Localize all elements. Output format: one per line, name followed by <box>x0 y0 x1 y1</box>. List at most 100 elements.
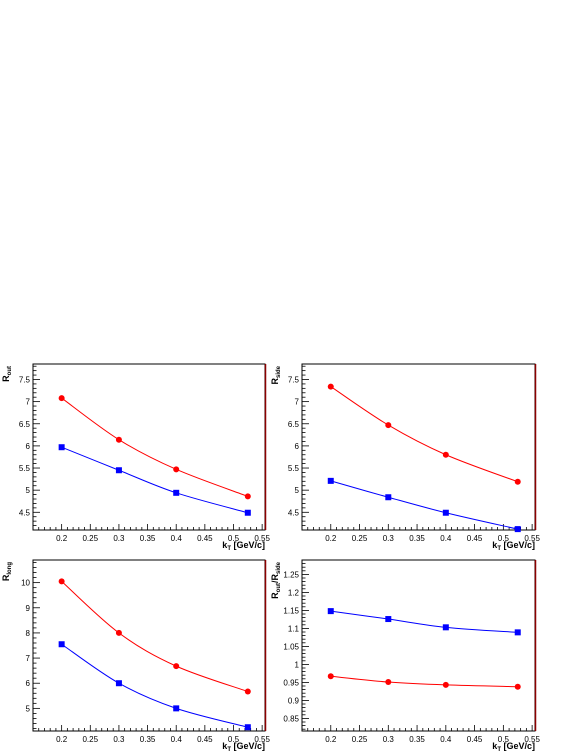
y-tick-label: 0.85 <box>283 714 299 723</box>
series-line <box>330 480 518 530</box>
x-tick-label: 0.35 <box>140 735 156 744</box>
data-point-circle <box>115 436 122 443</box>
series-line <box>61 446 248 514</box>
data-point-square <box>385 494 392 501</box>
x-axis-title: kT [GeV/c] <box>222 540 265 552</box>
data-point-square <box>385 616 392 623</box>
panel-bottom-right: 0.2 0.25 0.3 0.35 0.4 0.45 0.5 0.55 0.85 0.9 0.95 1… <box>270 559 540 752</box>
x-tick-label: 0.55 <box>254 735 270 744</box>
data-point-square <box>442 624 449 631</box>
y-tick-label: 5 <box>26 486 31 495</box>
series-line <box>330 675 518 688</box>
panel-bottom-left: 0.2 0.25 0.3 0.35 0.4 0.45 0.5 0.55 5 6 7 8 9 10 kT [G… <box>1 559 270 752</box>
x-axis-title: kT [GeV/c] <box>222 741 265 752</box>
x-axis-title: kT [GeV/c] <box>492 741 535 752</box>
y-tick-label: 9 <box>26 604 31 613</box>
x-tick-label: 0.4 <box>440 534 452 543</box>
y-tick-label: 8 <box>26 629 31 638</box>
data-point-square <box>327 477 334 484</box>
y-tick-label: 1.25 <box>283 570 299 579</box>
data-point-square <box>115 467 122 474</box>
data-point-circle <box>385 422 392 429</box>
data-point-square <box>173 489 180 496</box>
data-point-square <box>514 526 521 533</box>
x-tick-label: 0.55 <box>524 534 540 543</box>
y-axis-title: Rout/Rside <box>270 561 282 598</box>
data-point-circle <box>115 629 122 636</box>
x-tick-label: 0.2 <box>56 735 68 744</box>
x-tick-label: 0.5 <box>228 735 240 744</box>
y-tick-label: 0.95 <box>283 678 299 687</box>
data-point-circle <box>173 466 180 473</box>
data-point-circle <box>514 683 521 690</box>
x-tick-label: 0.2 <box>56 534 68 543</box>
data-point-circle <box>58 578 65 585</box>
x-tick-label: 0.35 <box>409 534 425 543</box>
y-tick-label: 7 <box>26 654 31 663</box>
y-tick-label: 10 <box>21 579 30 588</box>
data-point-square <box>58 641 65 648</box>
x-tick-label: 0.2 <box>325 735 337 744</box>
plot-frame <box>301 559 536 732</box>
y-tick-label: 6.5 <box>19 420 31 429</box>
series-line <box>61 581 248 692</box>
x-tick-label: 0.25 <box>352 534 368 543</box>
x-tick-label: 0.35 <box>409 735 425 744</box>
y-axis-title: Rlong <box>1 562 13 581</box>
x-tick-label: 0.4 <box>171 735 183 744</box>
x-tick-label: 0.3 <box>113 534 125 543</box>
x-tick-label: 0.4 <box>440 735 452 744</box>
y-tick-label: 1.1 <box>288 624 300 633</box>
y-tick-label: 6 <box>26 442 31 451</box>
y-tick-label: 7 <box>295 398 300 407</box>
data-point-square <box>173 705 180 712</box>
y-tick-label: 7.5 <box>19 375 31 384</box>
x-tick-label: 0.3 <box>383 735 395 744</box>
data-point-circle <box>327 383 334 390</box>
plot-frame <box>32 363 266 531</box>
x-axis-title: kT [GeV/c] <box>492 540 535 552</box>
x-tick-label: 0.45 <box>467 735 483 744</box>
data-point-circle <box>173 663 180 670</box>
data-point-square <box>442 509 449 516</box>
data-point-circle <box>385 679 392 686</box>
x-tick-label: 0.45 <box>197 735 213 744</box>
data-point-square <box>244 724 251 731</box>
x-tick-label: 0.25 <box>352 735 368 744</box>
y-tick-label: 5 <box>26 704 31 713</box>
y-tick-label: 7.5 <box>288 375 300 384</box>
x-tick-label: 0.55 <box>254 534 270 543</box>
y-tick-label: 0.9 <box>288 696 300 705</box>
data-point-square <box>327 608 334 615</box>
series-line <box>330 386 518 483</box>
series-line <box>61 643 248 728</box>
y-tick-label: 5.5 <box>288 464 300 473</box>
data-point-circle <box>327 673 334 680</box>
y-tick-label: 1.15 <box>283 606 299 615</box>
series-line <box>61 397 248 497</box>
x-tick-label: 0.45 <box>467 534 483 543</box>
y-axis-title: Rout <box>1 366 13 382</box>
x-tick-label: 0.5 <box>498 735 510 744</box>
y-axis-title: Rside <box>270 365 282 384</box>
y-tick-label: 4.5 <box>288 508 300 517</box>
data-point-circle <box>514 478 521 485</box>
x-tick-label: 0.35 <box>140 534 156 543</box>
y-tick-label: 1 <box>295 660 300 669</box>
x-tick-label: 0.25 <box>82 534 98 543</box>
x-tick-label: 0.2 <box>325 534 337 543</box>
data-point-circle <box>442 681 449 688</box>
data-point-square <box>244 509 251 516</box>
x-tick-label: 0.3 <box>113 735 125 744</box>
x-tick-label: 0.5 <box>228 534 240 543</box>
data-point-circle <box>442 451 449 458</box>
data-point-square <box>58 444 65 451</box>
data-point-circle <box>244 493 251 500</box>
y-tick-label: 7 <box>26 398 31 407</box>
panel-top-left: 0.2 0.25 0.3 0.35 0.4 0.45 0.5 0.55 4.5 5 5.5 6 6.5 7… <box>1 363 270 552</box>
data-point-square <box>514 629 521 636</box>
x-tick-label: 0.5 <box>498 534 510 543</box>
x-tick-label: 0.4 <box>171 534 183 543</box>
data-point-circle <box>58 395 65 402</box>
